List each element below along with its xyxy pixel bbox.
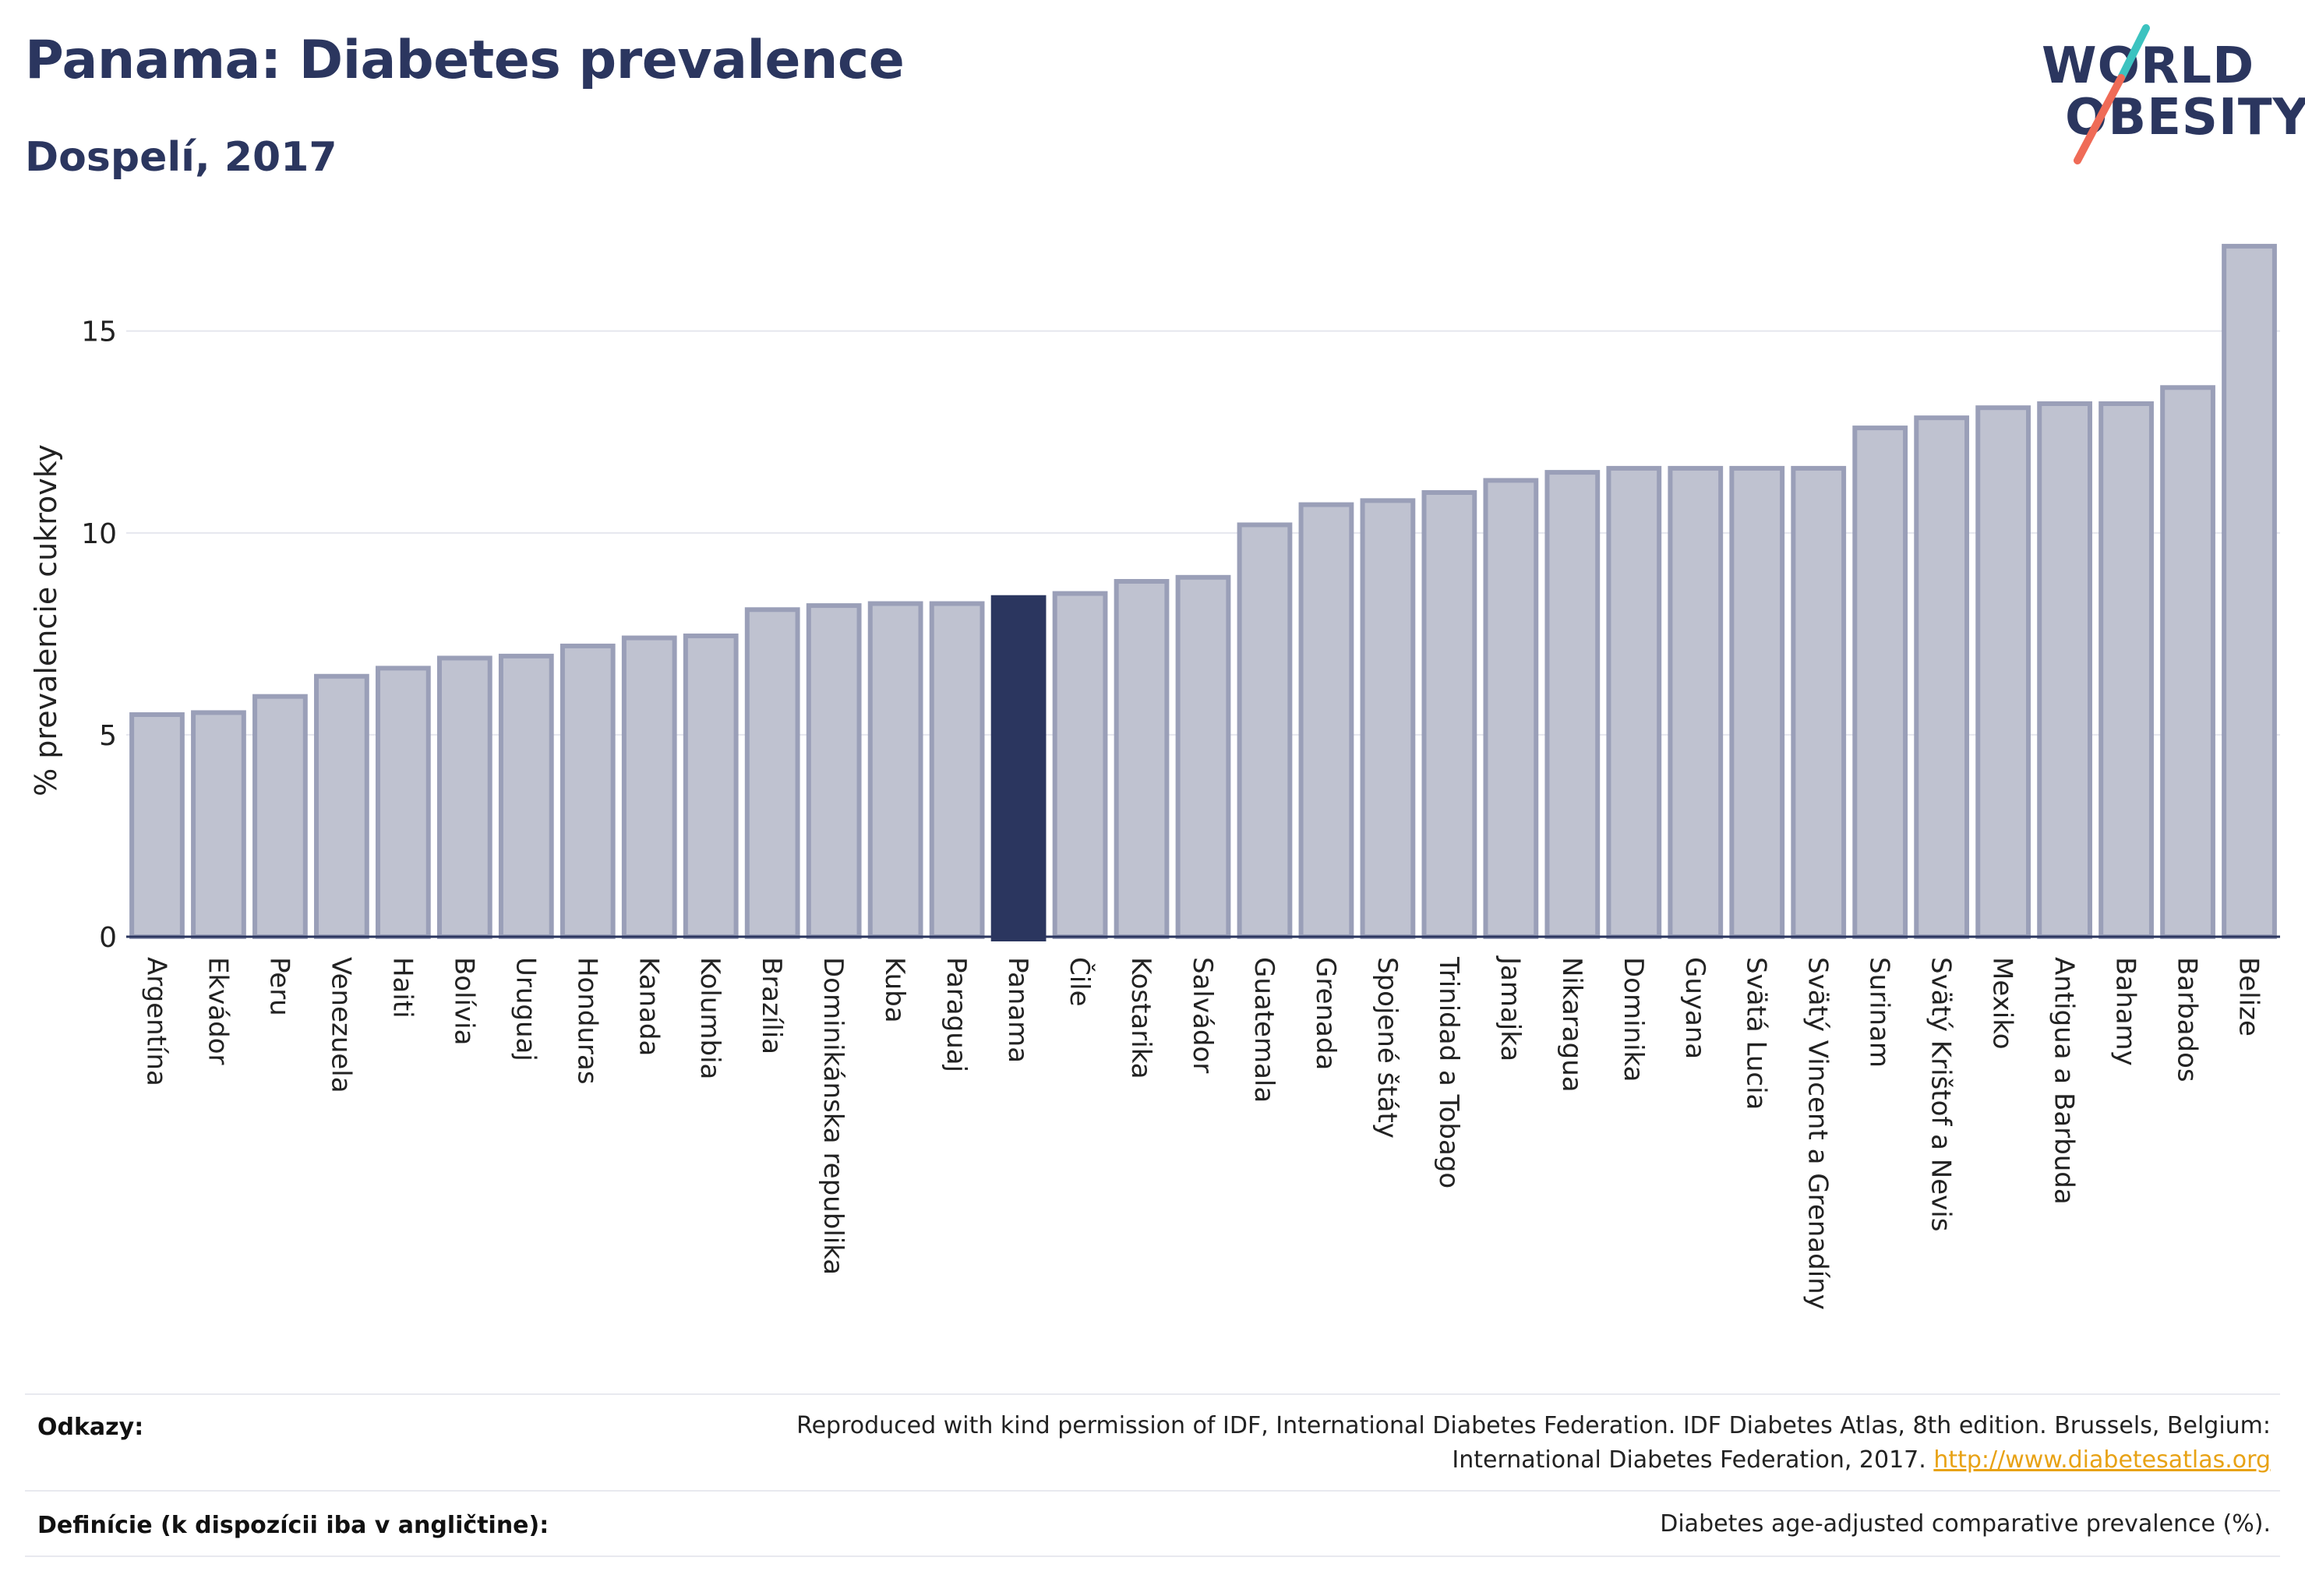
world-obesity-logo: WORLD OBESITY [2026, 22, 2305, 170]
y-axis-ticks: 0 5 10 15 [81, 316, 117, 954]
x-tick-label: Nikaragua [1556, 957, 1587, 1093]
x-tick-label: Jamajka [1495, 955, 1526, 1061]
references-text: Reproduced with kind permission of IDF, … [634, 1409, 2271, 1478]
bar [1975, 405, 2031, 939]
references-line-2: International Diabetes Federation, 2017.… [634, 1443, 2271, 1478]
x-tick-label: Barbados [2172, 957, 2203, 1082]
bar [1914, 415, 1970, 939]
x-tick-label: Antigua a Barbuda [2049, 957, 2080, 1205]
bar [436, 655, 492, 939]
x-tick-label: Trinidad a Tobago [1433, 956, 1464, 1188]
x-tick-label: Dominikánska republika [817, 957, 849, 1275]
diabetes-atlas-link[interactable]: http://www.diabetesatlas.org [1933, 1446, 2271, 1474]
bar [621, 635, 677, 940]
bar [1729, 465, 1785, 939]
chart-title: Panama: Diabetes prevalence [25, 30, 905, 91]
references-line-1: Reproduced with kind permission of IDF, … [796, 1412, 2271, 1439]
x-tick-label: Guatemala [1248, 957, 1280, 1103]
x-tick-label: Bahamy [2110, 957, 2141, 1066]
footer-divider-middle [25, 1490, 2280, 1492]
bar [1175, 574, 1231, 939]
definitions-label: Definície (k dispozícii iba v angličtine… [37, 1512, 549, 1539]
x-tick-label: Kolumbia [694, 957, 725, 1079]
bar [498, 653, 554, 939]
bar [744, 607, 800, 939]
bar [1114, 579, 1170, 939]
x-tick-label: Honduras [571, 957, 602, 1085]
x-tick-label: Guyana [1679, 957, 1710, 1059]
bar [1421, 490, 1477, 939]
x-tick-label: Svätá Lucia [1741, 957, 1772, 1110]
bar [252, 694, 308, 939]
x-tick-label: Haiti [387, 957, 418, 1019]
bar [1606, 465, 1662, 939]
bar [1668, 465, 1724, 939]
bar [929, 601, 985, 939]
x-tick-label: Venezuela [325, 957, 356, 1093]
x-tick-label: Svätý Vincent a Grenadíny [1802, 957, 1834, 1310]
x-tick-label: Panama [1002, 957, 1033, 1063]
x-tick-label: Čile [1064, 957, 1096, 1007]
logo-slash-icon [2074, 24, 2150, 164]
x-tick-label: Salvádor [1187, 957, 1218, 1073]
references-label: Odkazy: [37, 1414, 144, 1441]
x-tick-label: Bolívia [448, 957, 479, 1045]
bar [867, 601, 923, 939]
references-line-2-text: International Diabetes Federation, 2017. [1452, 1446, 1926, 1474]
bar [2222, 243, 2277, 939]
bar-chart: 0 5 10 15 % prevalencie cukrovky Argentína E… [29, 243, 2280, 1310]
bars [129, 243, 2277, 941]
x-tick-label: Peru [263, 957, 295, 1016]
bar [1052, 591, 1108, 939]
x-tick-label: Paraguaj [941, 957, 972, 1072]
x-tick-label: Brazília [756, 957, 787, 1054]
bar [2160, 385, 2215, 940]
logo-line-1: WORLD [2042, 37, 2255, 95]
x-tick-label: Kostarika [1125, 957, 1156, 1079]
bar [191, 710, 246, 940]
bar [129, 712, 185, 939]
x-tick-label: Svätý Krištof a Nevis [1926, 957, 1957, 1231]
bar-highlighted [990, 595, 1047, 941]
bar [1483, 478, 1539, 940]
x-tick-label: Spojené štáty [1371, 957, 1403, 1139]
x-tick-label: Argentína [140, 957, 171, 1086]
footer-divider-top [25, 1393, 2280, 1395]
bar [1237, 522, 1293, 940]
definitions-text: Diabetes age-adjusted comparative preval… [1660, 1510, 2271, 1538]
x-tick-label: Uruguaj [510, 957, 541, 1061]
bar [314, 673, 369, 939]
chart-subtitle: Dospelí, 2017 [25, 134, 337, 181]
bar [2099, 401, 2154, 939]
y-tick-label: 0 [99, 922, 117, 954]
bar [1544, 470, 1601, 940]
bar [1852, 425, 1908, 940]
bar [559, 643, 616, 940]
x-axis-ticks: Argentína Ekvádor Peru Venezuela Haiti Bolívi… [140, 955, 2264, 1310]
x-tick-label: Kuba [879, 957, 910, 1023]
x-tick-label: Mexiko [1987, 957, 2018, 1050]
y-axis-label: % prevalencie cukrovky [29, 444, 63, 796]
x-tick-label: Surinam [1864, 957, 1895, 1068]
x-tick-label: Ekvádor [202, 957, 233, 1065]
bar [1298, 502, 1354, 939]
x-tick-label: Dominika [1618, 957, 1649, 1082]
x-tick-label: Grenada [1310, 957, 1341, 1070]
y-tick-label: 15 [81, 316, 117, 348]
bar [683, 633, 739, 939]
bar [2037, 401, 2092, 939]
logo-line-2: OBESITY [2065, 89, 2305, 147]
bar [1360, 498, 1416, 939]
x-tick-label: Kanada [633, 957, 664, 1056]
bar [375, 666, 431, 940]
footer-divider-bottom [25, 1555, 2280, 1557]
x-tick-label: Belize [2233, 957, 2264, 1036]
y-tick-label: 10 [81, 518, 117, 550]
y-tick-label: 5 [99, 720, 117, 752]
bar [1791, 465, 1847, 939]
bar [806, 603, 862, 939]
